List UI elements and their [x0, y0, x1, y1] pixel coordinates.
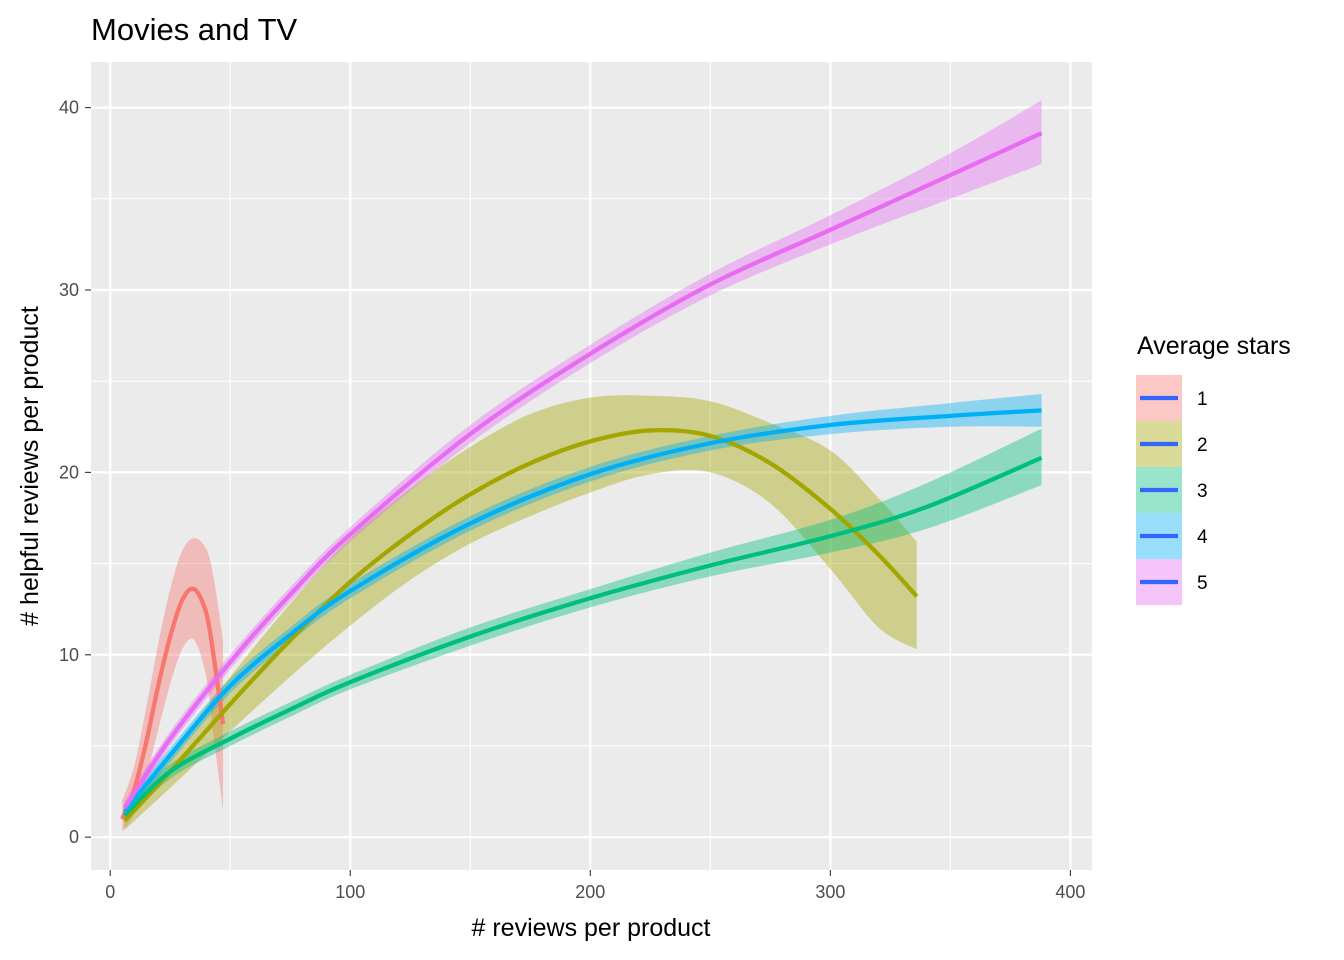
- legend-label-5: 5: [1197, 573, 1208, 594]
- legend-label-2: 2: [1197, 435, 1208, 456]
- x-tick-label: 400: [1055, 882, 1085, 902]
- x-axis: 0 100 200 300 400: [105, 870, 1085, 902]
- chart-title: Movies and TV: [91, 12, 298, 47]
- y-axis-title: # helpful reviews per product: [16, 306, 44, 626]
- x-axis-title: # reviews per product: [471, 914, 710, 942]
- x-tick-label: 100: [335, 882, 365, 902]
- y-tick-label: 40: [59, 98, 79, 118]
- y-tick-label: 0: [69, 827, 79, 847]
- legend: Average stars 1 2 3 4 5: [1136, 332, 1291, 605]
- confidence-bands: [122, 100, 1042, 832]
- legend-label-4: 4: [1197, 527, 1208, 548]
- legend-items: 1 2 3 4 5: [1136, 375, 1208, 605]
- series-lines: [120, 131, 1043, 823]
- legend-label-1: 1: [1197, 389, 1208, 410]
- grid-major: [91, 62, 1092, 870]
- x-tick-label: 200: [575, 882, 605, 902]
- y-tick-label: 30: [59, 280, 79, 300]
- y-tick-label: 10: [59, 645, 79, 665]
- series-line-2: [123, 427, 919, 823]
- series-line-1: [120, 586, 226, 820]
- series-line-3: [123, 455, 1043, 817]
- confidence-band-1: [122, 538, 224, 832]
- confidence-band-3: [124, 428, 1042, 823]
- confidence-band-4: [124, 393, 1042, 819]
- y-axis: 0 10 20 30 40: [59, 98, 91, 847]
- x-tick-label: 0: [105, 882, 115, 902]
- legend-label-3: 3: [1197, 481, 1208, 502]
- y-tick-label: 20: [59, 462, 79, 482]
- confidence-band-2: [124, 395, 917, 830]
- x-tick-label: 300: [815, 882, 845, 902]
- confidence-band-5: [124, 100, 1042, 816]
- series-line-5: [122, 131, 1043, 810]
- legend-title: Average stars: [1137, 332, 1291, 360]
- grid-minor: [91, 62, 1092, 870]
- series-line-4: [122, 408, 1042, 813]
- plot-panel: [91, 62, 1092, 870]
